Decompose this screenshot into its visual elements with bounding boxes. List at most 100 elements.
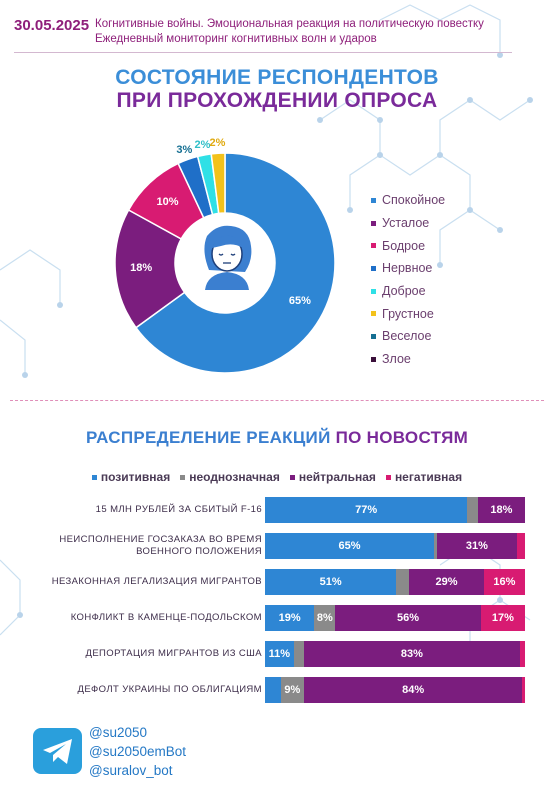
header-divider bbox=[14, 52, 512, 53]
bar-segment-нейтральная bbox=[409, 569, 484, 595]
bar-segment-негативная bbox=[483, 569, 525, 595]
handle-link-1[interactable]: @su2050 bbox=[89, 725, 147, 740]
pie-legend-item: Грустное bbox=[371, 302, 445, 325]
legend-swatch bbox=[371, 243, 376, 249]
row-label-line: НЕЗАКОННАЯ ЛЕГАЛИЗАЦИЯ МИГРАНТОВ bbox=[51, 576, 262, 587]
bar-value-label: 18% bbox=[490, 504, 513, 516]
bar-segment-негативная bbox=[519, 641, 525, 667]
bar-row-label: НЕИСПОЛНЕНИЕ ГОСЗАКАЗА ВО ВРЕМЯ ВОЕННОГО … bbox=[22, 534, 262, 558]
bar-segment-неоднозначная bbox=[280, 677, 304, 703]
row-label-line: КОНФЛИКТ В КАМЕНЦЕ-ПОДОЛЬСКОМ bbox=[70, 612, 262, 623]
bar-segment-позитивная bbox=[265, 533, 434, 559]
bar-segment-негативная bbox=[480, 605, 525, 631]
bar-chart-title: РАСПРЕДЕЛЕНИЕ РЕАКЦИЙ ПО НОВОСТЯМ bbox=[0, 428, 554, 448]
row-label-line: ДЕПОРТАЦИЯ МИГРАНТОВ ИЗ США bbox=[85, 648, 262, 659]
bar-value-label: 77% bbox=[355, 504, 378, 516]
contact-handles: @su2050 @su2050emBot @suralov_bot bbox=[89, 723, 186, 780]
bar-value-label: 84% bbox=[402, 684, 425, 696]
pie-slice-1 bbox=[134, 152, 336, 374]
bar-segment-нейтральная bbox=[335, 605, 481, 631]
report-date: 30.05.2025 bbox=[14, 17, 90, 34]
bar-segment-позитивная bbox=[265, 677, 281, 703]
legend-swatch bbox=[385, 474, 391, 480]
bar-value-label: 31% bbox=[465, 540, 488, 552]
row-label-line: НЕИСПОЛНЕНИЕ ГОСЗАКАЗА ВО ВРЕМЯ bbox=[59, 534, 262, 545]
bar-legend-item: нейтральная bbox=[289, 470, 376, 484]
legend-label: Бодрое bbox=[382, 238, 426, 253]
legend-swatch bbox=[91, 474, 97, 480]
legend-label: Злое bbox=[382, 352, 411, 367]
legend-swatch bbox=[289, 474, 295, 480]
pie-value-label-5: 2% bbox=[194, 139, 211, 152]
legend-label: нейтральная bbox=[298, 470, 376, 484]
handle-link-3[interactable]: @suralov_bot bbox=[89, 763, 173, 778]
pie-value-label-2: 18% bbox=[130, 262, 153, 275]
legend-label: неоднозначная bbox=[189, 470, 280, 484]
pie-title-line-1: СОСТОЯНИЕ РЕСПОНДЕНТОВ bbox=[115, 66, 439, 89]
bar-value-label: 8% bbox=[316, 612, 333, 624]
bar-segment-нейтральная bbox=[477, 497, 525, 523]
legend-label: Усталое bbox=[382, 216, 430, 231]
pie-legend-item: Веселое bbox=[371, 325, 445, 348]
header-line-1: Когнитивные войны. Эмоциональная реакция… bbox=[95, 18, 484, 30]
pie-value-label-3: 10% bbox=[156, 195, 179, 208]
bar-segment-неоднозначная bbox=[314, 605, 336, 631]
handle-link-2[interactable]: @su2050emBot bbox=[89, 744, 187, 759]
bar-legend-item: негативная bbox=[385, 470, 463, 484]
legend-swatch bbox=[371, 220, 376, 226]
bar-title-part-1: РАСПРЕДЕЛЕНИЕ РЕАКЦИЙ bbox=[85, 428, 336, 447]
legend-swatch bbox=[371, 288, 376, 294]
bar-segment-нейтральная bbox=[304, 641, 520, 667]
bar-title-part-2: ПО НОВОСТЯМ bbox=[335, 428, 469, 447]
bar-segment-позитивная bbox=[265, 605, 315, 631]
legend-label: Доброе bbox=[382, 284, 426, 299]
bar-value-label: 65% bbox=[338, 540, 361, 552]
legend-swatch bbox=[371, 197, 376, 203]
bar-segment-позитивная bbox=[265, 497, 468, 523]
bar-value-label: 83% bbox=[400, 648, 423, 660]
bar-segment-неоднозначная bbox=[434, 533, 437, 559]
telegram-icon[interactable] bbox=[33, 728, 82, 774]
header-line-2: Ежедневный мониторинг когнитивных волн и… bbox=[95, 33, 377, 45]
bar-segment-негативная bbox=[522, 677, 525, 703]
pie-value-label-1: 65% bbox=[288, 295, 311, 308]
telegram-plane-icon bbox=[43, 739, 72, 764]
row-label-line: ДЕФОЛТ УКРАИНЫ ПО ОБЛИГАЦИЯМ bbox=[77, 684, 262, 695]
bar-row-label: ДЕФОЛТ УКРАИНЫ ПО ОБЛИГАЦИЯМ bbox=[22, 684, 262, 696]
legend-swatch bbox=[371, 265, 376, 271]
bar-value-label: 9% bbox=[284, 684, 301, 696]
legend-label: Спокойное bbox=[382, 193, 446, 208]
legend-label: Веселое bbox=[382, 329, 432, 344]
pie-legend-item: Злое bbox=[371, 348, 445, 371]
legend-label: Нервное bbox=[382, 261, 433, 276]
pie-legend-item: Усталое bbox=[371, 212, 445, 235]
legend-swatch bbox=[371, 333, 376, 339]
bar-row-label: НЕЗАКОННАЯ ЛЕГАЛИЗАЦИЯ МИГРАНТОВ bbox=[22, 576, 262, 588]
row-label-line: 15 МЛН РУБЛЕЙ ЗА СБИТЫЙ F-16 bbox=[95, 504, 262, 515]
bar-segment-негативная bbox=[517, 533, 525, 559]
pie-title-line-2: ПРИ ПРОХОЖДЕНИИ ОПРОСА bbox=[116, 89, 438, 112]
pie-value-label-4: 3% bbox=[176, 144, 193, 157]
pie-legend-item: Спокойное bbox=[371, 189, 445, 212]
legend-label: негативная bbox=[394, 470, 463, 484]
bar-segment-неоднозначная bbox=[396, 569, 410, 595]
bar-value-label: 56% bbox=[396, 612, 419, 624]
pie-legend: Спокойное Усталое Бодрое Нервное Доброе Груст… bbox=[371, 189, 445, 371]
legend-label: позитивная bbox=[100, 470, 171, 484]
pie-value-label-6: 2% bbox=[209, 137, 226, 150]
bar-value-label: 11% bbox=[268, 648, 290, 660]
bar-row-label: ДЕПОРТАЦИЯ МИГРАНТОВ ИЗ США bbox=[22, 648, 262, 660]
pie-legend-item: Доброе bbox=[371, 280, 445, 303]
legend-label: Грустное bbox=[382, 306, 434, 321]
bar-segment-неоднозначная bbox=[467, 497, 478, 523]
legend-swatch bbox=[371, 356, 376, 362]
legend-swatch bbox=[371, 311, 376, 317]
bar-legend-item: позитивная bbox=[91, 470, 171, 484]
legend-swatch bbox=[180, 474, 186, 480]
bar-segment-позитивная bbox=[265, 641, 294, 667]
bar-value-label: 17% bbox=[491, 612, 514, 624]
section-divider bbox=[10, 400, 544, 401]
pie-slice-2 bbox=[114, 208, 186, 329]
bar-legend-item: неоднозначная bbox=[180, 470, 280, 484]
bar-segment-нейтральная bbox=[304, 677, 523, 703]
